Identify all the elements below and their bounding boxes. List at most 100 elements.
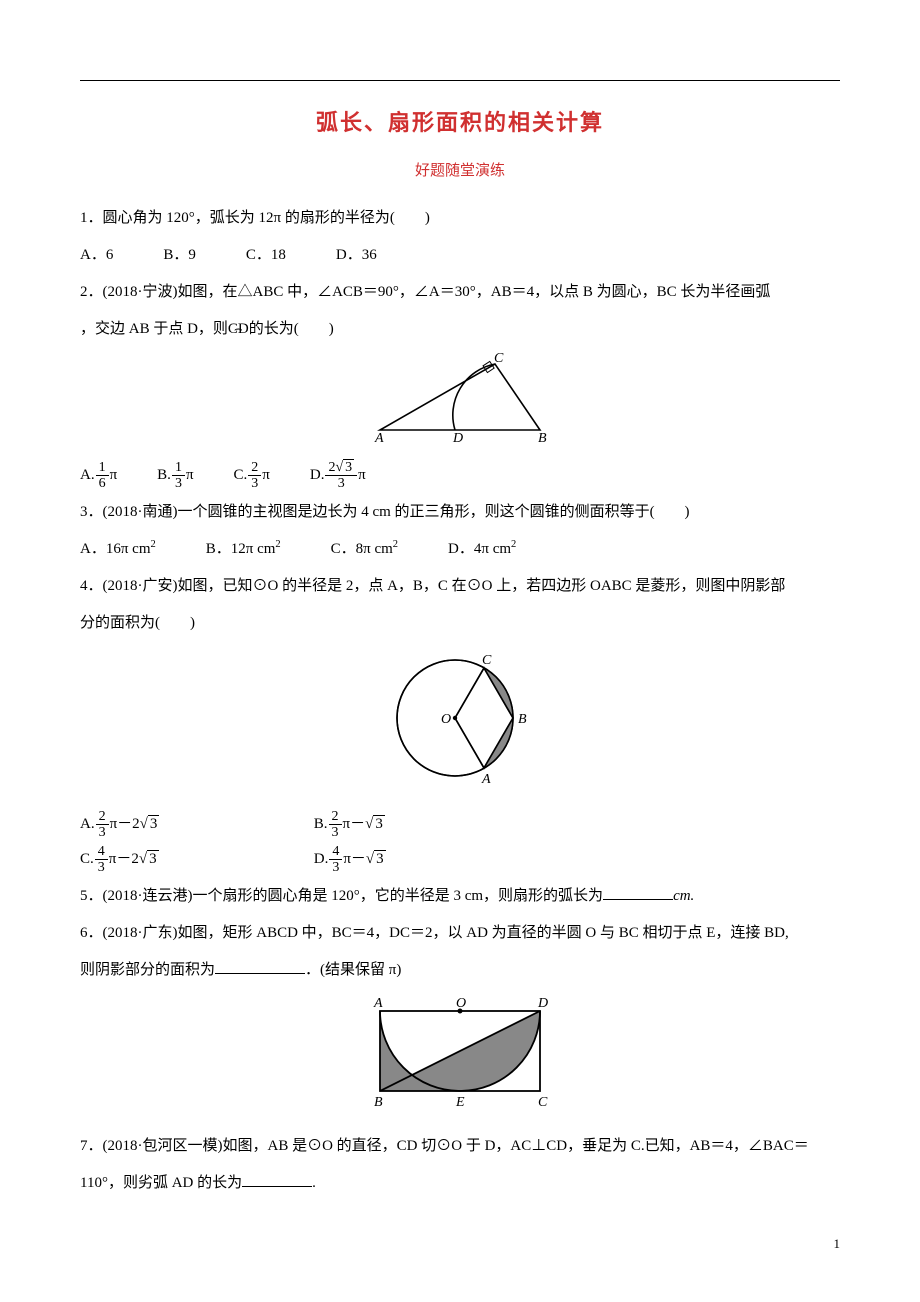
q2a-suf: π bbox=[110, 467, 118, 483]
q4c-d: 3 bbox=[95, 860, 108, 875]
q2b-suf: π bbox=[186, 467, 194, 483]
q3-opt-c: C．8π cm2 bbox=[331, 533, 398, 566]
q4-text-b: 分的面积为( ) bbox=[80, 615, 195, 631]
arc-cd: CD bbox=[228, 321, 249, 337]
svg-text:B: B bbox=[538, 431, 547, 442]
svg-text:A: A bbox=[373, 996, 383, 1011]
q4a-n: 2 bbox=[96, 809, 109, 825]
q7-blank bbox=[242, 1172, 312, 1187]
q4c-r: 3 bbox=[147, 850, 159, 867]
q4-options-row1: A.23π－23 B.23π－3 bbox=[80, 808, 840, 841]
q2c-pre: C. bbox=[234, 467, 248, 483]
question-4: 4．(2018·广安)如图，已知⊙O 的半径是 2，点 A，B，C 在⊙O 上，… bbox=[80, 570, 840, 603]
q2-text-a: 2．(2018·宁波)如图，在△ABC 中，∠ACB＝90°，∠A＝30°，AB… bbox=[80, 284, 770, 300]
question-1: 1．圆心角为 120°，弧长为 12π 的扇形的半径为( ) bbox=[80, 202, 840, 235]
q2-opt-c: C.23π bbox=[234, 459, 270, 492]
question-5: 5．(2018·连云港)一个扇形的圆心角是 120°，它的半径是 3 cm，则扇… bbox=[80, 880, 840, 913]
q4b-r: 3 bbox=[373, 815, 385, 832]
q3a-t: A．16π cm bbox=[80, 541, 150, 557]
svg-text:D: D bbox=[537, 996, 548, 1011]
q2d-pre: D. bbox=[310, 467, 325, 483]
q3a-sq: 2 bbox=[150, 539, 155, 550]
q2-opt-d: D.233π bbox=[310, 459, 366, 492]
q4d-pre: D. bbox=[314, 851, 329, 867]
q6-text-c: ．(结果保留 π) bbox=[305, 962, 401, 978]
q3d-t: D．4π cm bbox=[448, 541, 511, 557]
svg-text:E: E bbox=[455, 1095, 465, 1110]
q7-text-a: 7．(2018·包河区一模)如图，AB 是⊙O 的直径，CD 切⊙O 于 D，A… bbox=[80, 1138, 809, 1154]
question-2b: ，交边 AB 于点 D，则CD的长为( ) bbox=[80, 313, 840, 346]
svg-text:C: C bbox=[538, 1095, 548, 1110]
q2-text-c: 的长为( ) bbox=[249, 321, 334, 337]
q4c-m: π－2 bbox=[109, 851, 139, 867]
q4d-m: π－ bbox=[343, 851, 366, 867]
q7-text-b: 110°，则劣弧 AD 的长为 bbox=[80, 1175, 242, 1191]
q2c-num: 2 bbox=[248, 460, 261, 476]
q3d-sq: 2 bbox=[511, 539, 516, 550]
q2c-suf: π bbox=[262, 467, 270, 483]
q4a-pre: A. bbox=[80, 816, 95, 832]
q6-blank bbox=[215, 959, 305, 974]
q2-text-b: ，交边 AB 于点 D，则 bbox=[80, 321, 228, 337]
q2-opt-a: A.16π bbox=[80, 459, 117, 492]
q3-text-inner: 3．(2018·南通)一个圆锥的主视图是边长为 4 cm 的正三角形，则这个圆锥… bbox=[80, 504, 690, 520]
page-number: 1 bbox=[80, 1230, 840, 1259]
q2d-num: 23 bbox=[325, 460, 357, 476]
q4c-n: 4 bbox=[95, 844, 108, 860]
question-4b: 分的面积为( ) bbox=[80, 607, 840, 640]
circle-rhombus-diagram: O C B A bbox=[385, 646, 535, 791]
q2a-den: 6 bbox=[96, 476, 109, 491]
svg-text:O: O bbox=[441, 712, 451, 727]
q4d-r: 3 bbox=[374, 850, 386, 867]
question-6: 6．(2018·广东)如图，矩形 ABCD 中，BC＝4，DC＝2，以 AD 为… bbox=[80, 917, 840, 950]
q3c-t: C．8π cm bbox=[331, 541, 393, 557]
q2a-pre: A. bbox=[80, 467, 95, 483]
q4c-pre: C. bbox=[80, 851, 94, 867]
page-title: 弧长、扇形面积的相关计算 bbox=[80, 99, 840, 147]
q1-text: 1．圆心角为 120°，弧长为 12π 的扇形的半径为( ) bbox=[80, 210, 430, 226]
q4-opt-a: A.23π－23 bbox=[80, 808, 310, 841]
rect-semicircle-diagram: A O D B E C bbox=[360, 993, 560, 1113]
svg-text:B: B bbox=[374, 1095, 383, 1110]
q2-figure: A D B C bbox=[80, 352, 840, 455]
q3-text: 3．(2018·南通)一个圆锥的主视图是边长为 4 cm 的正三角形，则这个圆锥… bbox=[80, 504, 690, 520]
q4b-n: 2 bbox=[329, 809, 342, 825]
svg-text:A: A bbox=[374, 431, 384, 442]
q3b-t: B．12π cm bbox=[206, 541, 276, 557]
q5-text-b: cm. bbox=[673, 888, 694, 904]
q3c-sq: 2 bbox=[393, 539, 398, 550]
q4-options-row2: C.43π－23 D.43π－3 bbox=[80, 843, 840, 876]
q2d-den: 3 bbox=[325, 476, 357, 491]
q4d-n: 4 bbox=[329, 844, 342, 860]
question-6b: 则阴影部分的面积为 ．(结果保留 π) bbox=[80, 954, 840, 987]
q2b-pre: B. bbox=[157, 467, 171, 483]
q2b-den: 3 bbox=[172, 476, 185, 491]
q2d-suf: π bbox=[358, 467, 366, 483]
q2a-num: 1 bbox=[96, 460, 109, 476]
q6-text-a: 6．(2018·广东)如图，矩形 ABCD 中，BC＝4，DC＝2，以 AD 为… bbox=[80, 925, 789, 941]
q6-text-b: 则阴影部分的面积为 bbox=[80, 962, 215, 978]
q4-text-a: 4．(2018·广安)如图，已知⊙O 的半径是 2，点 A，B，C 在⊙O 上，… bbox=[80, 578, 785, 594]
q1-opt-b: B．9 bbox=[163, 239, 196, 272]
q3-opt-b: B．12π cm2 bbox=[206, 533, 281, 566]
svg-text:C: C bbox=[494, 352, 504, 366]
q7-text-c: . bbox=[312, 1175, 316, 1191]
q4b-m: π－ bbox=[343, 816, 366, 832]
q5-text-a: 5．(2018·连云港)一个扇形的圆心角是 120°，它的半径是 3 cm，则扇… bbox=[80, 888, 603, 904]
svg-text:O: O bbox=[456, 996, 466, 1011]
question-7b: 110°，则劣弧 AD 的长为. bbox=[80, 1167, 840, 1200]
page-subtitle: 好题随堂演练 bbox=[80, 155, 840, 188]
question-7: 7．(2018·包河区一模)如图，AB 是⊙O 的直径，CD 切⊙O 于 D，A… bbox=[80, 1130, 840, 1163]
q2b-num: 1 bbox=[172, 460, 185, 476]
q1-opt-a: A．6 bbox=[80, 239, 113, 272]
q1-options: A．6 B．9 C．18 D．36 bbox=[80, 239, 840, 272]
question-3: 3．(2018·南通)一个圆锥的主视图是边长为 4 cm 的正三角形，则这个圆锥… bbox=[80, 496, 840, 529]
q4b-d: 3 bbox=[329, 825, 342, 840]
q1-opt-d: D．36 bbox=[336, 239, 377, 272]
arc-cd-label: CD bbox=[228, 321, 249, 337]
q3b-sq: 2 bbox=[275, 539, 280, 550]
q3-opt-a: A．16π cm2 bbox=[80, 533, 156, 566]
q4a-r: 3 bbox=[148, 815, 160, 832]
q4-opt-b: B.23π－3 bbox=[314, 808, 544, 841]
q2c-den: 3 bbox=[248, 476, 261, 491]
